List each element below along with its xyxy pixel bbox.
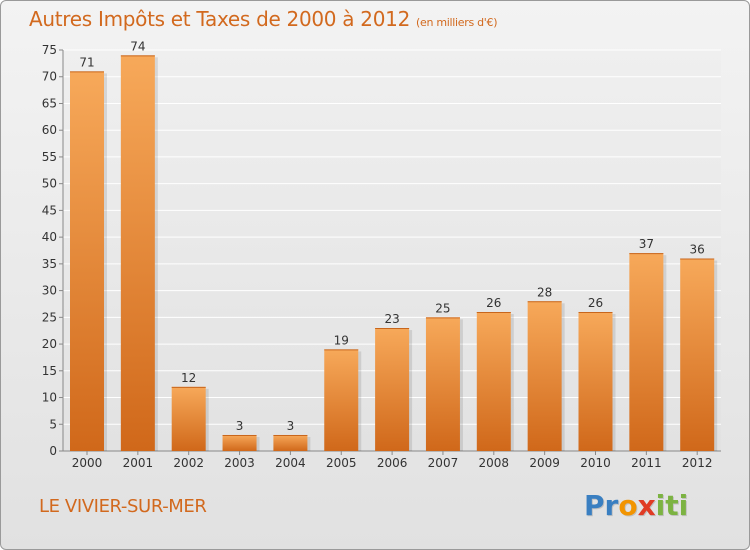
logo-letter: t xyxy=(665,489,679,522)
bar xyxy=(375,328,410,451)
x-tick-label: 2001 xyxy=(123,456,154,470)
y-tick-label: 45 xyxy=(42,203,57,217)
y-tick-label: 5 xyxy=(49,417,57,431)
data-label: 12 xyxy=(181,371,196,385)
chart-title: Autres Impôts et Taxes de 2000 à 2012 (en… xyxy=(29,7,497,31)
data-label: 36 xyxy=(690,243,705,257)
proxiti-logo: Proxiti xyxy=(584,489,688,522)
y-tick-label: 30 xyxy=(42,284,57,298)
y-tick-label: 15 xyxy=(42,364,57,378)
logo-letter: o xyxy=(618,489,638,522)
y-tick-label: 25 xyxy=(42,310,57,324)
bar xyxy=(680,258,715,451)
data-label: 19 xyxy=(334,333,349,347)
x-tick-label: 2008 xyxy=(479,456,510,470)
logo-letter: P xyxy=(584,489,605,522)
y-tick-label: 35 xyxy=(42,257,57,271)
y-tick-label: 70 xyxy=(42,70,57,84)
x-tick-label: 2009 xyxy=(529,456,560,470)
x-tick-label: 2000 xyxy=(72,456,103,470)
x-tick-label: 2010 xyxy=(580,456,611,470)
bar xyxy=(273,434,308,451)
bar xyxy=(578,311,613,451)
x-tick-label: 2003 xyxy=(224,456,255,470)
data-label: 74 xyxy=(130,39,145,53)
bar xyxy=(629,253,664,451)
bar xyxy=(222,434,257,451)
y-tick-label: 75 xyxy=(42,43,57,57)
city-name: LE VIVIER-SUR-MER xyxy=(39,496,207,517)
logo-letter: r xyxy=(604,489,619,522)
chart-title-text: Autres Impôts et Taxes de 2000 à 2012 xyxy=(29,7,410,31)
bar xyxy=(527,301,562,451)
data-label: 28 xyxy=(537,285,552,299)
x-tick-label: 2004 xyxy=(275,456,306,470)
bar xyxy=(324,349,359,451)
y-tick-label: 65 xyxy=(42,96,57,110)
data-label: 25 xyxy=(435,301,450,315)
logo-letter: i xyxy=(655,489,666,522)
y-tick-label: 60 xyxy=(42,123,57,137)
x-tick-label: 2006 xyxy=(377,456,408,470)
data-label: 26 xyxy=(486,296,501,310)
data-label: 3 xyxy=(236,419,244,433)
x-tick-label: 2012 xyxy=(682,456,713,470)
bar xyxy=(171,386,206,451)
x-tick-label: 2011 xyxy=(631,456,662,470)
x-tick-label: 2007 xyxy=(428,456,459,470)
data-label: 23 xyxy=(384,312,399,326)
bar xyxy=(425,317,460,451)
data-label: 71 xyxy=(79,55,94,69)
y-tick-label: 10 xyxy=(42,391,57,405)
data-label: 3 xyxy=(287,419,295,433)
plot-area: 0 5 10 15 20 25 30 35 40 45 50 55 60 65 70 75 71 2000 74 20… xyxy=(42,39,721,470)
x-tick-label: 2002 xyxy=(173,456,204,470)
bar xyxy=(476,311,511,451)
logo-letter: x xyxy=(637,489,656,522)
y-tick-label: 55 xyxy=(42,150,57,164)
chart-unit: (en milliers d'€) xyxy=(416,16,498,29)
bar xyxy=(120,55,155,451)
y-tick-label: 0 xyxy=(49,444,57,458)
x-tick-label: 2005 xyxy=(326,456,357,470)
bar xyxy=(70,71,104,452)
logo-letter: i xyxy=(678,489,689,522)
y-tick-label: 40 xyxy=(42,230,57,244)
y-tick-label: 20 xyxy=(42,337,57,351)
data-label: 37 xyxy=(639,237,654,251)
y-tick-label: 50 xyxy=(42,177,57,191)
data-label: 26 xyxy=(588,296,603,310)
